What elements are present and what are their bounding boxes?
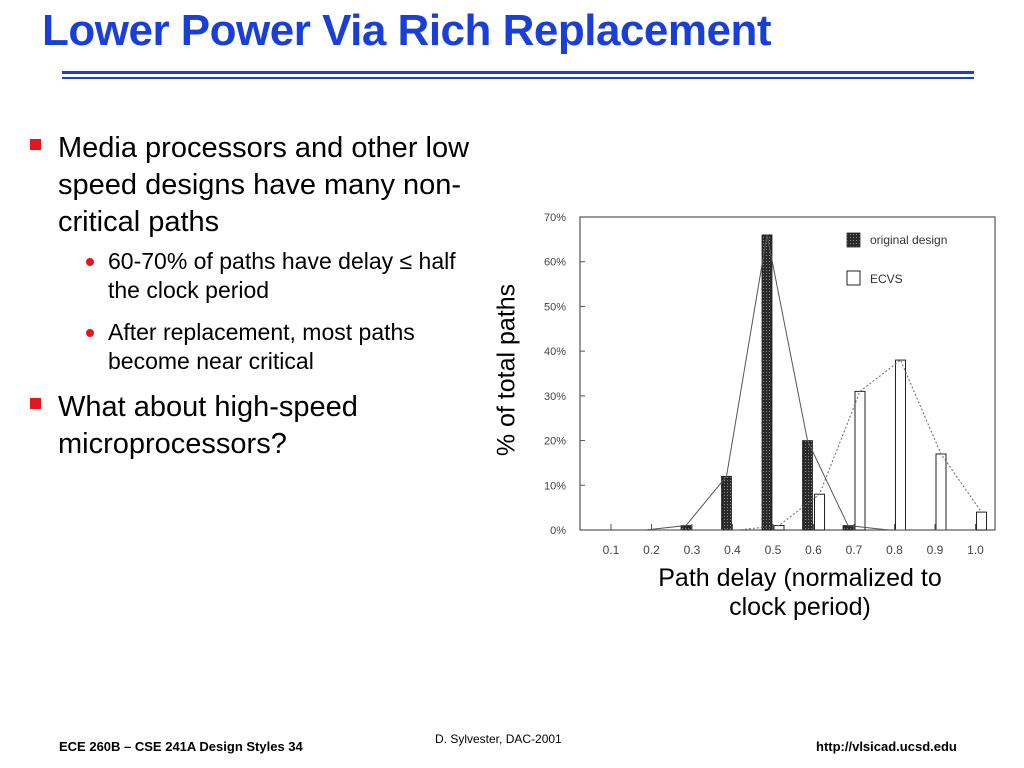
title-rule-top: [62, 71, 974, 74]
round-bullet-icon: [86, 258, 94, 266]
bar-ecvs: [773, 525, 785, 531]
legend-label-original: original design: [870, 233, 947, 247]
plot-frame: [579, 216, 996, 531]
x-tick-label: 0.6: [805, 543, 822, 557]
y-axis-label: % of total paths: [492, 283, 521, 457]
x-tick-label: 0.5: [765, 543, 782, 557]
x-axis-label: Path delay (normalized to clock period): [658, 564, 942, 621]
x-tick-label: 0.4: [724, 543, 741, 557]
round-bullet-icon: [86, 329, 94, 337]
bar-original: [721, 475, 732, 531]
footer-course: ECE 260B – CSE 241A Design Styles 34: [59, 739, 303, 754]
sub-bullet-text: After replacement, most paths become nea…: [108, 319, 415, 374]
legend-swatch-original: [846, 232, 861, 248]
line-ecvs: [617, 359, 982, 531]
legend-label-ecvs: ECVS: [870, 272, 903, 286]
y-tick-label: 30%: [544, 391, 566, 403]
footer-url[interactable]: http://vlsicad.ucsd.edu: [816, 739, 957, 754]
title-rule-bottom: [62, 77, 974, 79]
bar-original: [802, 440, 813, 531]
bullet-list: Media processors and other low speed des…: [30, 130, 470, 469]
square-bullet-icon: [30, 398, 41, 409]
sub-bullet-item: 60-70% of paths have delay ≤ half the cl…: [30, 247, 470, 305]
legend-swatch-ecvs: [846, 270, 861, 286]
footer-credit: D. Sylvester, DAC-2001: [435, 732, 562, 746]
bar-ecvs: [935, 453, 947, 531]
bar-ecvs: [854, 390, 866, 531]
line-original: [605, 234, 970, 531]
x-tick-label: 1.0: [967, 543, 984, 557]
y-tick-label: 70%: [544, 212, 566, 224]
y-tick-label: 50%: [544, 301, 566, 313]
bullet-text: What about high-speed microprocessors?: [58, 391, 358, 460]
y-tick-label: 10%: [544, 480, 566, 492]
bullet-text: Media processors and other low speed des…: [58, 132, 470, 238]
y-tick-label: 20%: [544, 436, 566, 448]
x-tick-label: 0.3: [684, 543, 701, 557]
sub-bullet-item: After replacement, most paths become nea…: [30, 318, 470, 376]
x-tick-label: 0.7: [846, 543, 863, 557]
x-tick-label: 0.2: [643, 543, 660, 557]
path-delay-histogram: 0% 10% 20% 30% 40% 50% 60% 70% 0.1 0.2 0.3 0.4 0.5 0.…: [544, 212, 996, 557]
slide-title: Lower Power Via Rich Replacement: [42, 6, 772, 55]
sub-bullet-text: 60-70% of paths have delay ≤ half the cl…: [108, 248, 456, 303]
bullet-item: Media processors and other low speed des…: [30, 130, 470, 241]
y-tick-label: 40%: [544, 346, 566, 358]
bar-original: [761, 234, 773, 531]
y-tick-label: 60%: [544, 257, 566, 269]
bar-ecvs: [814, 493, 825, 531]
bullet-item: What about high-speed microprocessors?: [30, 389, 470, 463]
bar-ecvs: [976, 511, 987, 531]
x-tick-label: 0.9: [927, 543, 944, 557]
x-tick-label: 0.8: [886, 543, 903, 557]
x-tick-label: 0.1: [603, 543, 620, 557]
bar-ecvs: [895, 359, 906, 531]
y-tick-label: 0%: [550, 525, 566, 537]
square-bullet-icon: [30, 139, 41, 150]
